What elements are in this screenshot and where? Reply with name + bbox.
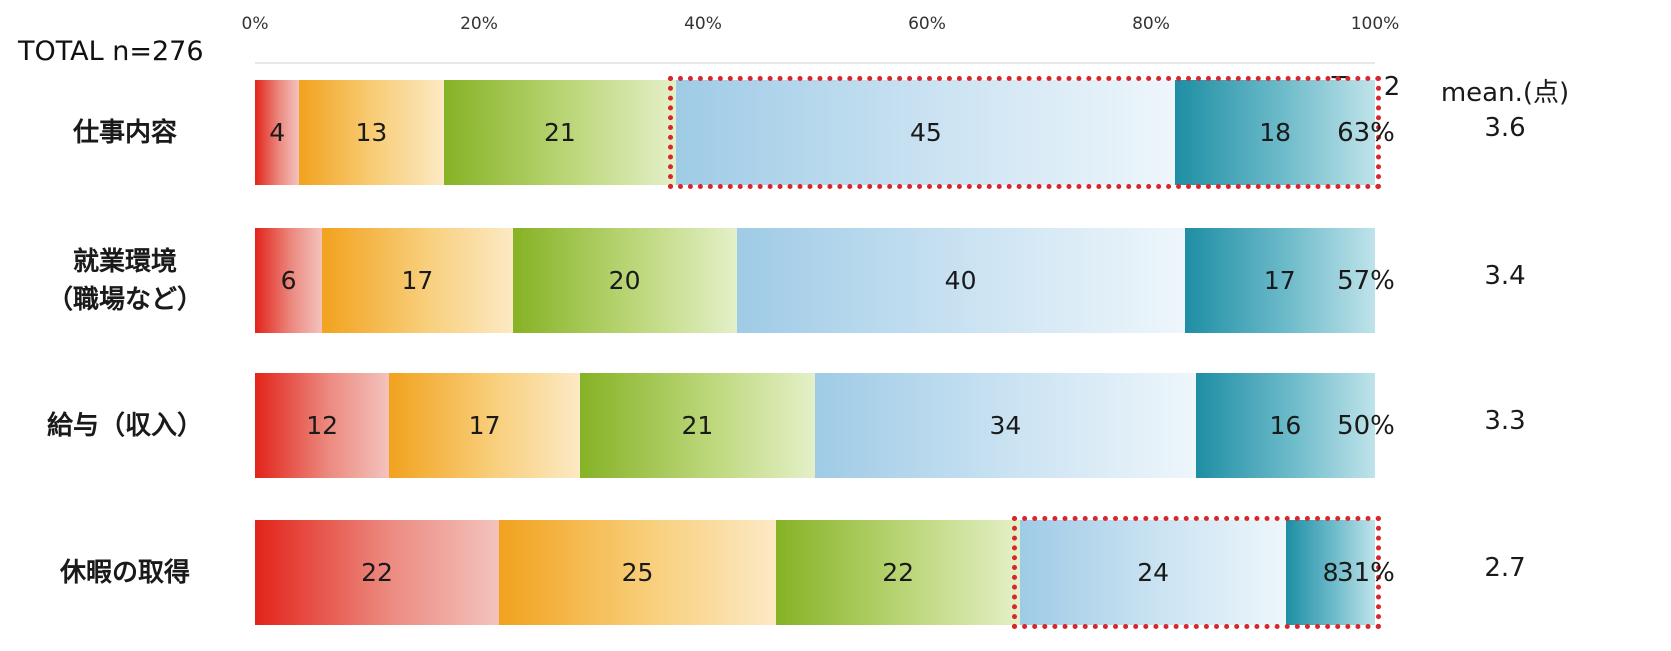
bar-segment: 13 <box>299 80 444 185</box>
bar-segment: 45 <box>676 80 1176 185</box>
bar-segment: 34 <box>814 373 1196 478</box>
bar-segment: 16 <box>1195 373 1375 478</box>
bar-segment: 17 <box>389 373 580 478</box>
bar-segment: 12 <box>255 373 390 478</box>
segment-value-label: 17 <box>401 266 434 295</box>
bar-segment: 40 <box>736 228 1185 333</box>
segment-value-label: 40 <box>944 266 977 295</box>
bar-segment: 21 <box>443 80 677 185</box>
x-axis-line <box>255 62 1375 64</box>
segment-value-label: 6 <box>280 266 297 295</box>
segment-value-label: 17 <box>1263 266 1296 295</box>
x-tick-label: 80% <box>1132 14 1170 34</box>
segment-value-label: 20 <box>608 266 641 295</box>
mean-value: 3.4 <box>1484 260 1526 291</box>
stacked-bar: 12 17 21 34 16 <box>255 373 1375 478</box>
bar-segment: 8 <box>1286 520 1375 625</box>
top2-value: 57% <box>1337 265 1395 296</box>
segment-value-label: 16 <box>1269 411 1302 440</box>
x-tick-label: 20% <box>460 14 498 34</box>
mean-value: 3.6 <box>1484 112 1526 143</box>
category-label: 仕事内容 <box>30 114 220 152</box>
segment-value-label: 13 <box>355 118 388 147</box>
x-tick-label: 60% <box>908 14 946 34</box>
sample-size-label: TOTAL n=276 <box>18 36 204 67</box>
segment-value-label: 12 <box>306 411 339 440</box>
category-label-line: 休暇の取得 <box>59 557 190 588</box>
segment-value-label: 21 <box>544 118 576 147</box>
segment-value-label: 17 <box>468 411 501 440</box>
category-label-line: 給与（収入） <box>46 410 203 441</box>
bar-segment: 22 <box>776 520 1021 625</box>
bar-segment: 20 <box>512 228 737 333</box>
bar-segment: 21 <box>579 373 815 478</box>
segment-value-label: 21 <box>681 411 714 440</box>
bar-segment: 4 <box>255 80 300 185</box>
top2-value: 50% <box>1337 410 1395 441</box>
segment-value-label: 22 <box>361 558 393 587</box>
category-label-line: 仕事内容 <box>72 117 177 148</box>
category-label-line: 就業環境 <box>72 246 177 277</box>
bar-segment: 17 <box>322 228 513 333</box>
mean-column-header: mean.(点) <box>1440 78 1570 108</box>
x-tick-label: 100% <box>1350 14 1400 34</box>
top2-value: 63% <box>1337 117 1395 148</box>
segment-value-label: 8 <box>1322 558 1339 587</box>
segment-value-label: 4 <box>269 118 286 147</box>
stacked-bar: 22 25 22 24 8 <box>255 520 1375 625</box>
category-label: 就業環境 （職場など） <box>30 243 220 319</box>
category-label-line: （職場など） <box>46 284 203 315</box>
bar-segment: 18 <box>1175 80 1375 185</box>
category-label: 休暇の取得 <box>30 554 220 592</box>
bar-segment: 6 <box>255 228 323 333</box>
bar-segment: 22 <box>255 520 499 625</box>
segment-value-label: 45 <box>909 118 942 147</box>
bar-segment: 25 <box>498 520 777 625</box>
top2-value: 31% <box>1337 557 1395 588</box>
segment-value-label: 22 <box>882 558 915 587</box>
stacked-bar: 4 13 21 45 18 <box>255 80 1375 185</box>
segment-value-label: 34 <box>989 411 1022 440</box>
bar-segment: 17 <box>1184 228 1375 333</box>
bar-segment: 24 <box>1020 520 1287 625</box>
x-tick-label: 40% <box>684 14 722 34</box>
stacked-bar: 6 17 20 40 17 <box>255 228 1375 333</box>
segment-value-label: 24 <box>1137 558 1170 587</box>
segment-value-label: 25 <box>621 558 654 587</box>
x-tick-label: 0% <box>241 14 269 34</box>
category-label: 給与（収入） <box>30 407 220 445</box>
segment-value-label: 18 <box>1259 118 1292 147</box>
mean-value: 3.3 <box>1484 405 1526 436</box>
mean-value: 2.7 <box>1484 552 1526 583</box>
